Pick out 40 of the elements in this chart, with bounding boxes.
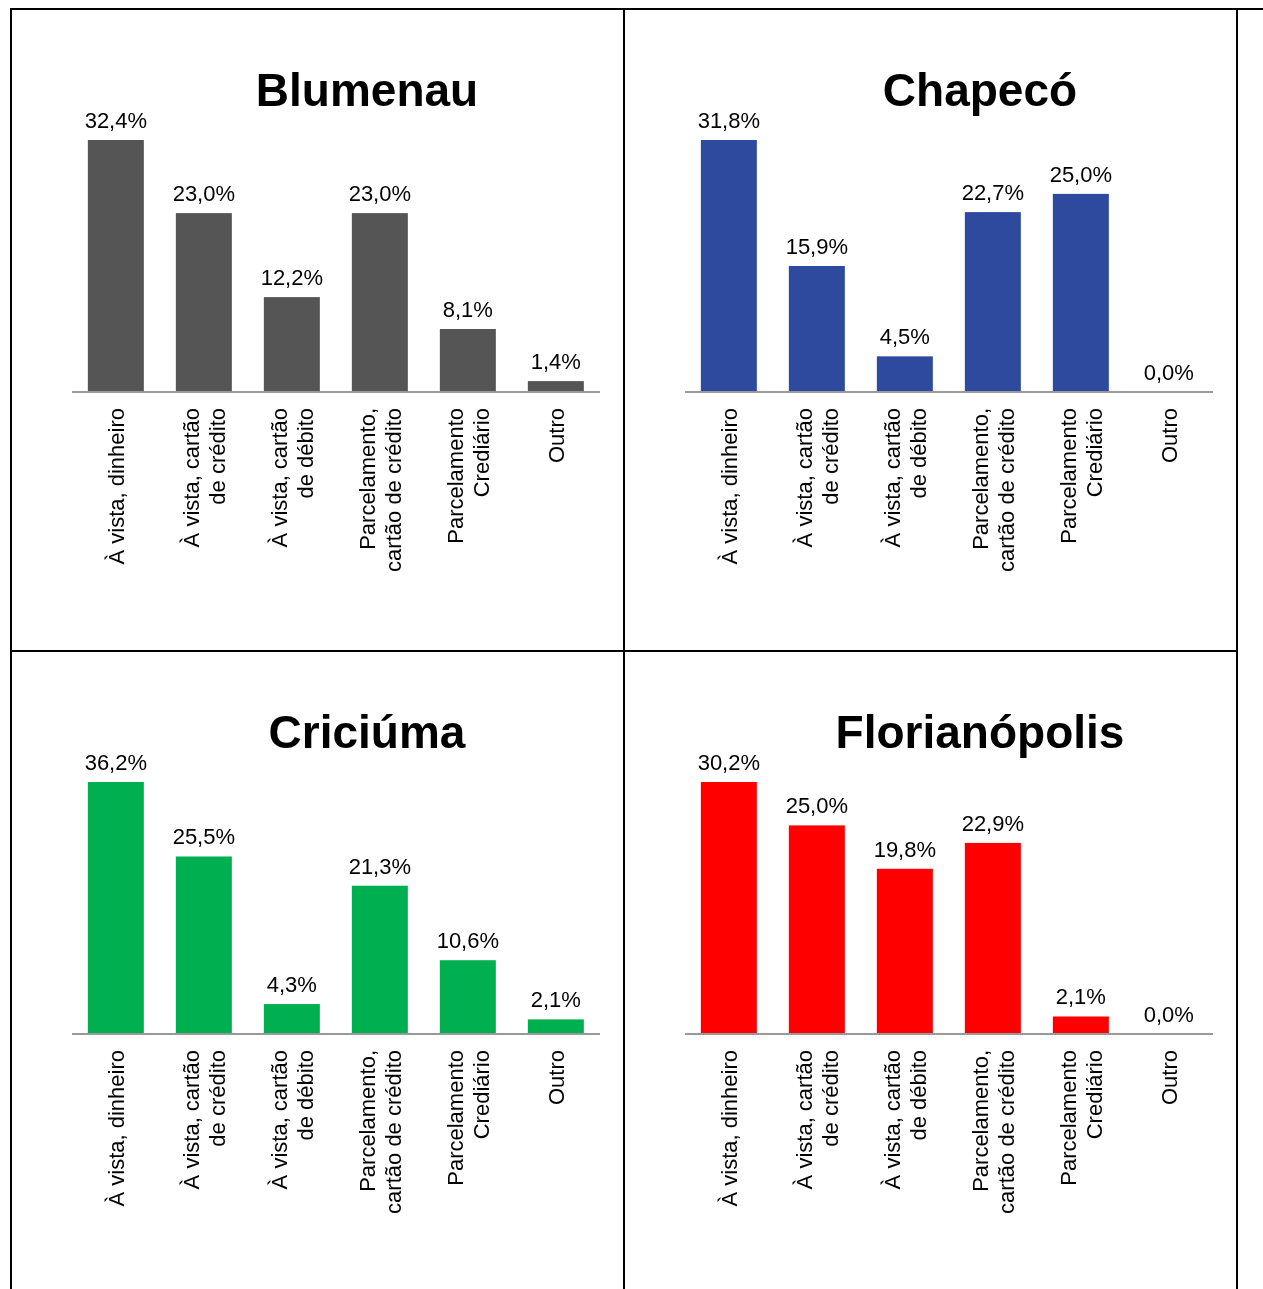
data-label: 30,2% bbox=[697, 750, 761, 775]
data-label: 4,5% bbox=[879, 324, 930, 350]
data-label: 0,0% bbox=[1143, 360, 1194, 385]
data-label: 22,7% bbox=[961, 180, 1025, 206]
x-tick-label: À vista, cartão de crédito bbox=[179, 408, 230, 548]
x-tick-label: À vista, dinheiro bbox=[104, 1050, 129, 1207]
data-label: 0,0% bbox=[1143, 1002, 1194, 1027]
x-tick-label: À vista, cartão de crédito bbox=[792, 408, 843, 548]
data-label: 22,9% bbox=[961, 810, 1025, 836]
data-label: 23,0% bbox=[172, 181, 236, 207]
x-tick-label: À vista, cartão de crédito bbox=[792, 1050, 843, 1190]
chart-title: Florianópolis bbox=[835, 706, 1125, 758]
data-label: 10,6% bbox=[436, 928, 500, 954]
data-label: 2,1% bbox=[530, 987, 581, 1013]
data-label: 25,0% bbox=[1049, 161, 1113, 187]
data-label: 1,4% bbox=[530, 349, 581, 375]
x-tick-label: Outro bbox=[1157, 1050, 1182, 1106]
x-tick-label: À vista, dinheiro bbox=[717, 1050, 742, 1207]
data-label: 4,3% bbox=[266, 972, 317, 998]
data-label: 2,1% bbox=[1055, 984, 1106, 1010]
data-label: 8,1% bbox=[442, 297, 493, 322]
data-label: 36,2% bbox=[84, 750, 148, 775]
data-label: 23,0% bbox=[348, 181, 412, 207]
data-label: 15,9% bbox=[785, 234, 849, 259]
data-label: 25,5% bbox=[172, 824, 236, 850]
chart-title: Chapecó bbox=[882, 64, 1078, 116]
data-label: 12,2% bbox=[260, 265, 324, 291]
x-tick-label: Outro bbox=[544, 408, 569, 464]
data-label: 25,0% bbox=[785, 793, 849, 819]
data-label: 31,8% bbox=[697, 108, 761, 133]
x-tick-label: À vista, dinheiro bbox=[717, 408, 742, 565]
data-label: 21,3% bbox=[348, 853, 412, 879]
data-label: 32,4% bbox=[84, 108, 148, 133]
data-label: 19,8% bbox=[873, 836, 937, 862]
chart-title: Criciúma bbox=[268, 706, 466, 758]
x-tick-label: À vista, cartão de crédito bbox=[179, 1050, 230, 1190]
chart-title: Blumenau bbox=[255, 64, 479, 116]
x-tick-label: À vista, dinheiro bbox=[104, 408, 129, 565]
x-tick-label: Outro bbox=[544, 1050, 569, 1106]
x-tick-label: Outro bbox=[1157, 408, 1182, 464]
